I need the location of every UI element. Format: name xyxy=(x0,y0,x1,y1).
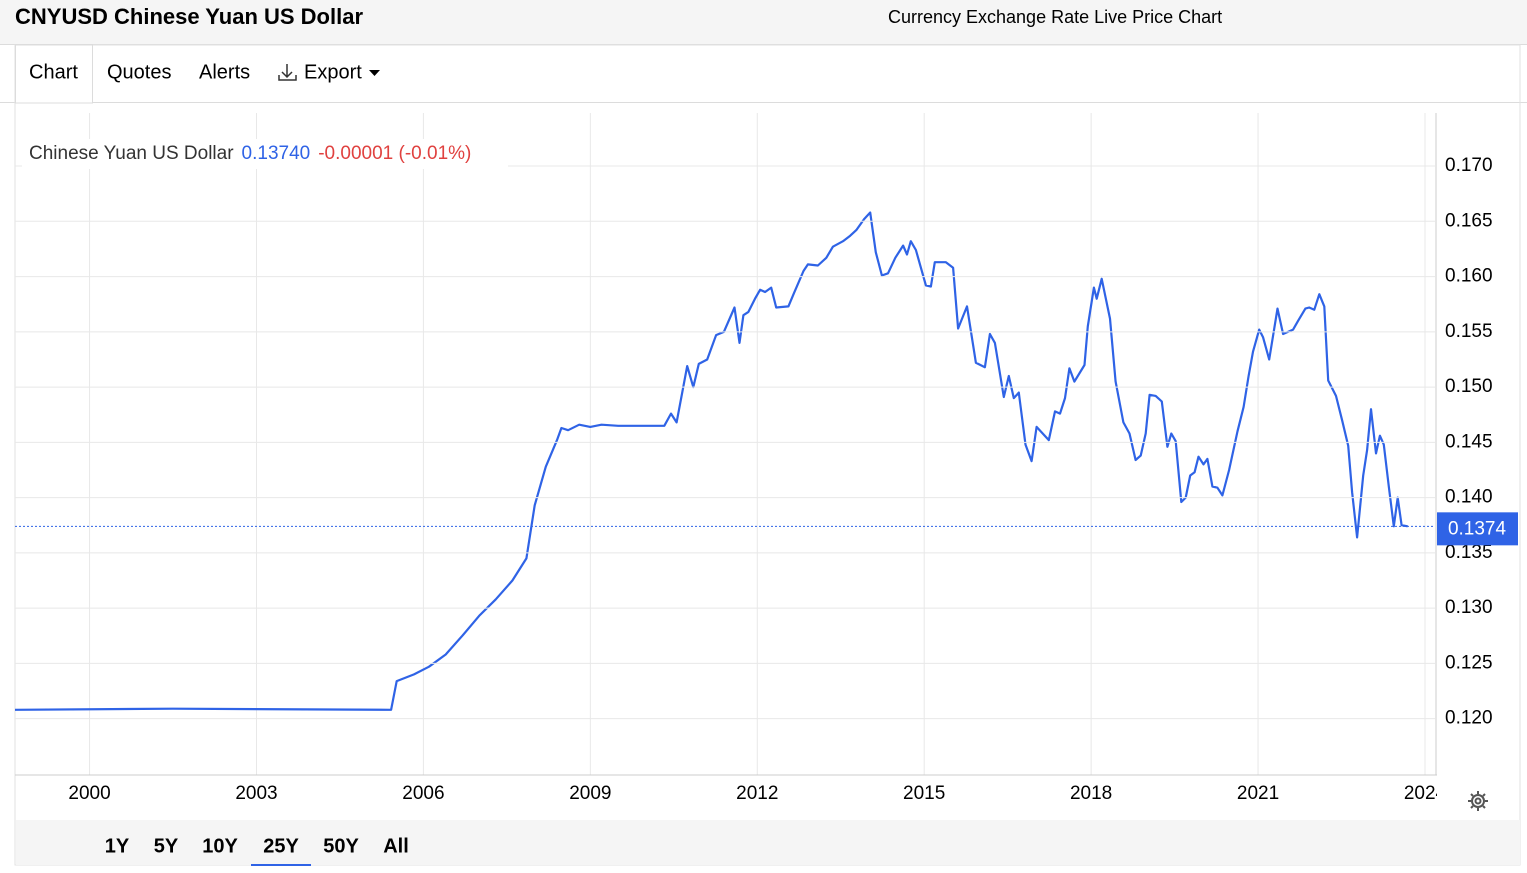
header-bar xyxy=(0,0,1527,44)
tab[interactable]: Alerts xyxy=(199,61,250,83)
x-tick-label: 2006 xyxy=(402,783,444,804)
x-tick-label: 2024 xyxy=(1404,783,1447,804)
y-tick-label: 0.165 xyxy=(1445,210,1493,231)
dropdown-caret xyxy=(369,70,380,76)
tab[interactable]: Chart xyxy=(29,61,78,83)
x-tick-label: 2009 xyxy=(569,783,611,804)
x-tick-label: 2003 xyxy=(235,783,277,804)
last-value-label: 0.1374 xyxy=(1448,518,1507,539)
legend: Chinese Yuan US Dollar 0.13740 -0.00001 (-… xyxy=(29,143,471,164)
range-button[interactable]: 25Y xyxy=(263,835,299,857)
legend-change: -0.00001 (-0.01%) xyxy=(318,143,471,164)
legend-name: Chinese Yuan US Dollar xyxy=(29,143,234,164)
range-button[interactable]: 10Y xyxy=(202,835,238,857)
settings-icon[interactable] xyxy=(1468,791,1488,811)
x-tick-label: 2015 xyxy=(903,783,945,804)
y-tick-label: 0.135 xyxy=(1445,542,1493,563)
y-tick-label: 0.160 xyxy=(1445,266,1493,287)
x-tick-label: 2000 xyxy=(68,783,110,804)
x-tick-label: 2012 xyxy=(736,783,778,804)
plot-area: 2000 2003 2006 2009 2012 2015 2018 2021 2024 xyxy=(15,113,1447,804)
y-tick-label: 0.145 xyxy=(1445,431,1493,452)
last-value-box xyxy=(1437,512,1518,546)
range-button[interactable]: 50Y xyxy=(323,835,359,857)
y-tick-label: 0.170 xyxy=(1445,155,1493,176)
range-button[interactable]: All xyxy=(383,835,409,857)
range-bar xyxy=(16,820,1520,865)
y-tick-label: 0.150 xyxy=(1445,376,1493,397)
y-tick-label: 0.120 xyxy=(1445,708,1493,729)
price-line xyxy=(15,211,1408,711)
y-tick-label: 0.130 xyxy=(1445,597,1493,618)
active-tab-box xyxy=(15,44,93,104)
tab[interactable]: Quotes xyxy=(107,61,171,83)
export-icon xyxy=(278,64,297,81)
tab[interactable]: Export xyxy=(304,61,362,83)
x-tick-label: 2018 xyxy=(1070,783,1112,804)
range-button[interactable]: 5Y xyxy=(154,835,179,857)
x-tick-label: 2021 xyxy=(1237,783,1279,804)
range-button[interactable]: 1Y xyxy=(105,835,130,857)
page-subtitle: Currency Exchange Rate Live Price Chart xyxy=(888,7,1222,27)
y-tick-label: 0.155 xyxy=(1445,321,1493,342)
page-title: CNYUSD Chinese Yuan US Dollar xyxy=(15,4,363,29)
y-tick-label: 0.140 xyxy=(1445,487,1493,508)
y-tick-label: 0.125 xyxy=(1445,652,1493,673)
legend-bg xyxy=(22,139,508,169)
legend-price: 0.13740 xyxy=(242,143,311,164)
